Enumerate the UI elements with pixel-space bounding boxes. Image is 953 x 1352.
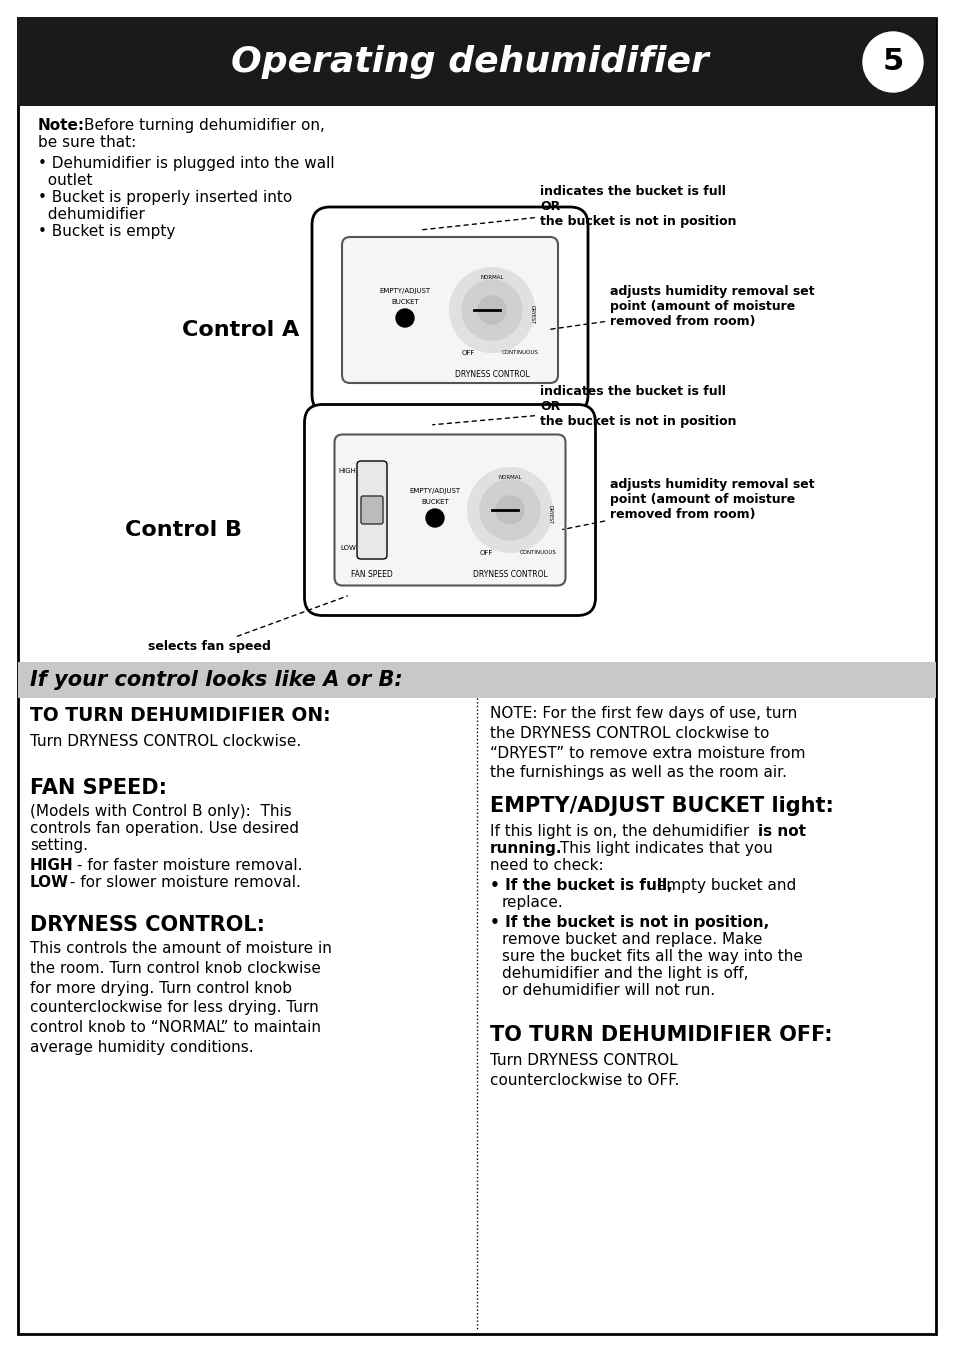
Text: TO TURN DEHUMIDIFIER ON:: TO TURN DEHUMIDIFIER ON: [30,706,331,725]
Text: outlet: outlet [38,173,92,188]
Text: be sure that:: be sure that: [38,135,136,150]
Circle shape [450,268,534,352]
Text: adjusts humidity removal set
point (amount of moisture
removed from room): adjusts humidity removal set point (amou… [547,285,814,330]
Text: HIGH: HIGH [337,468,355,475]
Text: CONTINUOUS: CONTINUOUS [501,350,537,356]
Text: OFF: OFF [461,350,475,356]
Text: FAN SPEED:: FAN SPEED: [30,777,167,798]
Text: selects fan speed: selects fan speed [148,596,347,653]
FancyBboxPatch shape [304,404,595,615]
Text: This light indicates that you: This light indicates that you [555,841,772,856]
Text: dehumidifier: dehumidifier [38,207,145,222]
Text: DRYEST: DRYEST [547,506,553,525]
Text: DRYNESS CONTROL: DRYNESS CONTROL [455,370,529,379]
Text: If this light is on, the dehumidifier: If this light is on, the dehumidifier [490,823,753,840]
Text: adjusts humidity removal set
point (amount of moisture
removed from room): adjusts humidity removal set point (amou… [562,479,814,530]
Text: replace.: replace. [501,895,563,910]
Text: HIGH: HIGH [30,859,73,873]
Text: Note:: Note: [38,118,85,132]
FancyBboxPatch shape [341,237,558,383]
Text: • If the bucket is not in position,: • If the bucket is not in position, [490,915,768,930]
Text: running.: running. [490,841,562,856]
Text: This controls the amount of moisture in
the room. Turn control knob clockwise
fo: This controls the amount of moisture in … [30,941,332,1055]
Text: 5: 5 [882,47,902,77]
Circle shape [862,32,923,92]
Text: indicates the bucket is full
OR
the bucket is not in position: indicates the bucket is full OR the buck… [422,185,736,230]
Text: - for slower moisture removal.: - for slower moisture removal. [65,875,300,890]
Text: Control A: Control A [182,320,299,339]
Text: NOTE: For the first few days of use, turn
the DRYNESS CONTROL clockwise to
“DRYE: NOTE: For the first few days of use, tur… [490,706,804,780]
Text: LOW: LOW [30,875,69,890]
Text: NORMAL: NORMAL [479,274,503,280]
Text: indicates the bucket is full
OR
the bucket is not in position: indicates the bucket is full OR the buck… [433,385,736,429]
Text: remove bucket and replace. Make: remove bucket and replace. Make [501,932,761,946]
FancyBboxPatch shape [335,434,565,585]
Circle shape [479,480,539,539]
Text: setting.: setting. [30,838,88,853]
Text: NORMAL: NORMAL [497,475,521,480]
Text: Before turning dehumidifier on,: Before turning dehumidifier on, [84,118,325,132]
Text: empty bucket and: empty bucket and [651,877,796,894]
Text: DRYNESS CONTROL:: DRYNESS CONTROL: [30,915,265,936]
Text: or dehumidifier will not run.: or dehumidifier will not run. [501,983,715,998]
Circle shape [461,280,521,339]
Text: EMPTY/ADJUST BUCKET light:: EMPTY/ADJUST BUCKET light: [490,796,833,817]
Text: If your control looks like A or B:: If your control looks like A or B: [30,671,402,690]
Text: dehumidifier and the light is off,: dehumidifier and the light is off, [501,965,748,982]
Circle shape [426,508,443,527]
Text: BUCKET: BUCKET [420,499,449,506]
Text: • Bucket is properly inserted into: • Bucket is properly inserted into [38,191,292,206]
Text: • Bucket is empty: • Bucket is empty [38,224,175,239]
Text: need to check:: need to check: [490,859,603,873]
Text: LOW: LOW [340,545,355,552]
Text: DRYEST: DRYEST [530,306,535,324]
Text: • Dehumidifier is plugged into the wall: • Dehumidifier is plugged into the wall [38,155,335,170]
Text: is not: is not [758,823,805,840]
Text: DRYNESS CONTROL: DRYNESS CONTROL [472,571,547,579]
Circle shape [477,296,505,324]
Text: (Models with Control B only):  This: (Models with Control B only): This [30,804,292,819]
Bar [18,18,935,105]
Bar [18,662,935,698]
Circle shape [395,310,414,327]
Text: - for faster moisture removal.: - for faster moisture removal. [71,859,302,873]
Text: EMPTY/ADJUST: EMPTY/ADJUST [409,488,460,493]
Text: FAN SPEED: FAN SPEED [351,571,393,579]
Text: • If the bucket is full,: • If the bucket is full, [490,877,672,894]
Text: Turn DRYNESS CONTROL
counterclockwise to OFF.: Turn DRYNESS CONTROL counterclockwise to… [490,1053,679,1088]
Text: sure the bucket fits all the way into the: sure the bucket fits all the way into th… [501,949,802,964]
Text: BUCKET: BUCKET [391,299,418,306]
Text: TO TURN DEHUMIDIFIER OFF:: TO TURN DEHUMIDIFIER OFF: [490,1025,832,1045]
Text: Control B: Control B [125,521,242,539]
Text: CONTINUOUS: CONTINUOUS [519,550,556,556]
Text: controls fan operation. Use desired: controls fan operation. Use desired [30,821,298,836]
Circle shape [496,496,523,525]
FancyBboxPatch shape [360,496,382,525]
Text: OFF: OFF [478,550,492,556]
Text: Operating dehumidifier: Operating dehumidifier [231,45,708,78]
FancyBboxPatch shape [356,461,387,558]
FancyBboxPatch shape [312,207,587,412]
Text: Turn DRYNESS CONTROL clockwise.: Turn DRYNESS CONTROL clockwise. [30,734,301,749]
Text: EMPTY/ADJUST: EMPTY/ADJUST [379,288,430,293]
Circle shape [468,468,552,552]
